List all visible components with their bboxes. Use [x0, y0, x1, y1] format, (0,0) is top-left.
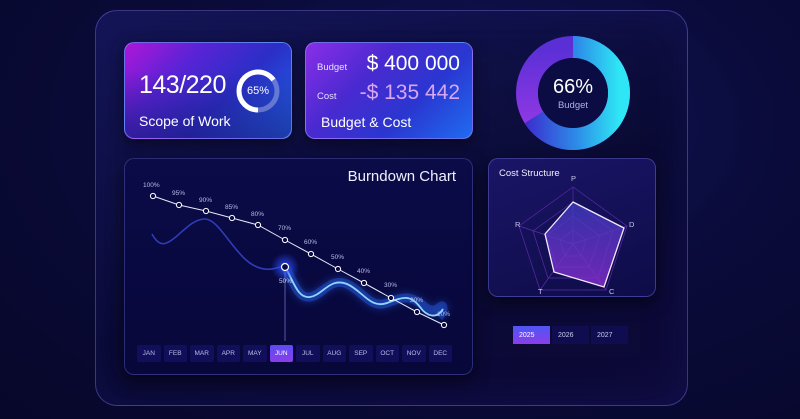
radar-chart: P D C T R	[515, 174, 635, 296]
card-shade	[125, 43, 291, 138]
month-tab-dec[interactable]: DEC	[428, 345, 452, 362]
month-tab-may[interactable]: MAY	[243, 345, 267, 362]
year-tab-2027[interactable]: 2027	[591, 326, 628, 344]
month-tab-nov[interactable]: NOV	[402, 345, 426, 362]
svg-text:20%: 20%	[410, 297, 423, 304]
month-tab-jul[interactable]: JUL	[296, 345, 320, 362]
budget-cost-label: Budget & Cost	[321, 114, 412, 130]
ideal-labels: 100% 95% 90% 85% 80% 70% 60% 50% 40% 30%…	[143, 182, 450, 318]
svg-text:40%: 40%	[357, 268, 370, 275]
month-tab-feb[interactable]: FEB	[163, 345, 187, 362]
budget-cost-card[interactable]: Budget $ 400 000 Cost -$ 135 442 Budget …	[305, 42, 473, 139]
actual-marker-label: 50%	[279, 278, 292, 285]
year-tab-2025[interactable]: 2025	[513, 326, 550, 344]
svg-text:10%: 10%	[437, 311, 450, 318]
radar-axis-r: R	[515, 220, 521, 229]
donut-percent: 66%	[552, 75, 594, 98]
budget-label: Budget	[317, 62, 348, 73]
svg-text:60%: 60%	[304, 239, 317, 246]
scope-label: Scope of Work	[139, 113, 231, 129]
year-selector: 2025 2026 2027	[513, 326, 628, 344]
donut-label: Budget	[557, 99, 589, 111]
scope-value: 143/220	[139, 71, 226, 99]
burndown-title: Burndown Chart	[347, 168, 456, 185]
month-tab-mar[interactable]: MAR	[190, 345, 214, 362]
svg-text:100%: 100%	[143, 182, 160, 189]
radar-axis-p: P	[571, 174, 576, 183]
burndown-chart-card: Burndown Chart 50%	[124, 158, 473, 375]
month-selector: JAN FEB MAR APR MAY JUN JUL AUG SEP OCT …	[137, 345, 452, 362]
month-tab-apr[interactable]: APR	[216, 345, 240, 362]
scope-of-work-card[interactable]: 143/220 Scope of Work 65%	[124, 42, 292, 139]
svg-text:90%: 90%	[199, 197, 212, 204]
scope-ring-percent: 65%	[246, 85, 270, 97]
month-tab-jun[interactable]: JUN	[269, 345, 293, 362]
svg-text:30%: 30%	[384, 282, 397, 289]
svg-text:85%: 85%	[225, 204, 238, 211]
svg-text:70%: 70%	[278, 225, 291, 232]
ideal-points	[149, 192, 448, 329]
radar-axis-d: D	[629, 220, 635, 229]
cost-label: Cost	[317, 91, 337, 102]
svg-text:95%: 95%	[172, 190, 185, 197]
month-tab-oct[interactable]: OCT	[375, 345, 399, 362]
svg-text:50%: 50%	[331, 254, 344, 261]
month-tab-sep[interactable]: SEP	[349, 345, 373, 362]
cost-structure-card: Cost Structure P D C T R	[488, 158, 656, 297]
scope-progress-ring: 65%	[235, 68, 281, 114]
month-tab-jan[interactable]: JAN	[137, 345, 161, 362]
year-tab-2026[interactable]: 2026	[552, 326, 589, 344]
month-tab-aug[interactable]: AUG	[322, 345, 346, 362]
budget-donut-chart: 66% Budget	[516, 36, 630, 150]
cost-structure-title: Cost Structure	[499, 168, 560, 179]
donut-center: 66% Budget	[516, 36, 630, 150]
ring-icon	[236, 69, 280, 113]
radar-axis-t: T	[538, 287, 543, 296]
budget-value: $ 400 000	[366, 52, 460, 75]
donut-icon	[516, 36, 630, 150]
radar-axis-c: C	[609, 287, 615, 296]
svg-text:80%: 80%	[251, 211, 264, 218]
cost-value: -$ 135 442	[359, 81, 460, 104]
burndown-plot: 50% 100% 95% 90% 85% 80% 70% 60% 50% 40%…	[143, 182, 450, 341]
